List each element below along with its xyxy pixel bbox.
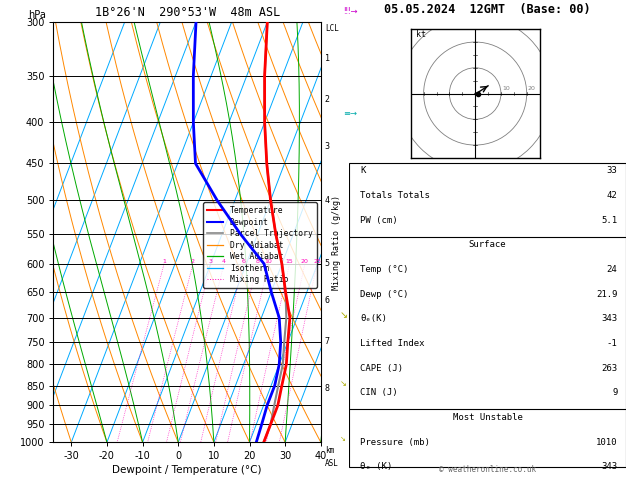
Text: 20: 20 [528,86,536,91]
Text: 5.1: 5.1 [601,216,618,225]
Text: 343: 343 [601,314,618,323]
Text: 15: 15 [286,259,293,264]
Text: CIN (J): CIN (J) [360,388,398,397]
Bar [349,162,626,468]
Text: 33: 33 [607,166,618,175]
Legend: Temperature, Dewpoint, Parcel Trajectory, Dry Adiabat, Wet Adiabat, Isotherm, Mi: Temperature, Dewpoint, Parcel Trajectory… [203,203,317,288]
Text: 4: 4 [325,196,330,205]
Text: 25: 25 [313,259,321,264]
Text: 1010: 1010 [596,437,618,447]
Text: 24: 24 [607,265,618,274]
X-axis label: Dewpoint / Temperature (°C): Dewpoint / Temperature (°C) [113,466,262,475]
Text: 343: 343 [601,462,618,471]
Text: 9: 9 [612,388,618,397]
Text: Lifted Index: Lifted Index [360,339,425,348]
Text: 1: 1 [325,54,330,63]
Text: PW (cm): PW (cm) [360,216,398,225]
Text: Temp (°C): Temp (°C) [360,265,409,274]
Text: -1: -1 [607,339,618,348]
Text: 20: 20 [301,259,309,264]
Text: 7: 7 [325,337,330,347]
Text: 6: 6 [241,259,245,264]
Text: 263: 263 [601,364,618,373]
Text: ASL: ASL [325,459,338,468]
Text: 8: 8 [325,384,330,393]
Text: 42: 42 [607,191,618,200]
Text: hPa: hPa [28,10,46,20]
Title: 1B°26'N  290°53'W  48m ASL: 1B°26'N 290°53'W 48m ASL [94,6,280,19]
Text: 10: 10 [265,259,272,264]
Text: ↘: ↘ [340,310,348,320]
Text: Most Unstable: Most Unstable [452,413,523,422]
Text: 21.9: 21.9 [596,290,618,298]
Text: CAPE (J): CAPE (J) [360,364,403,373]
Text: 1: 1 [162,259,166,264]
Text: kt: kt [416,30,426,39]
Text: 5: 5 [325,260,330,268]
Text: Pressure (mb): Pressure (mb) [360,437,430,447]
Text: ↘: ↘ [340,436,345,442]
Text: ǃǃǃ→: ǃǃǃ→ [343,7,357,16]
Text: Mixing Ratio (g/kg): Mixing Ratio (g/kg) [332,195,341,291]
Text: 2: 2 [325,95,330,104]
Text: θₑ(K): θₑ(K) [360,314,387,323]
Text: 6: 6 [325,296,330,305]
Text: ↘: ↘ [340,379,347,388]
Text: K: K [360,166,365,175]
Text: © weatheronline.co.uk: © weatheronline.co.uk [439,465,536,474]
Text: Dewp (°C): Dewp (°C) [360,290,409,298]
Text: LCL: LCL [325,24,338,34]
Text: θₑ (K): θₑ (K) [360,462,392,471]
Text: Totals Totals: Totals Totals [360,191,430,200]
Text: 2: 2 [191,259,195,264]
Text: 4: 4 [222,259,226,264]
Text: 05.05.2024  12GMT  (Base: 00): 05.05.2024 12GMT (Base: 00) [384,2,591,16]
Text: 3: 3 [209,259,213,264]
Text: 10: 10 [502,86,510,91]
Text: Surface: Surface [469,240,506,249]
Text: 3: 3 [325,142,330,151]
Text: ≡→: ≡→ [343,109,357,118]
Text: km: km [325,447,334,455]
Text: 8: 8 [255,259,259,264]
